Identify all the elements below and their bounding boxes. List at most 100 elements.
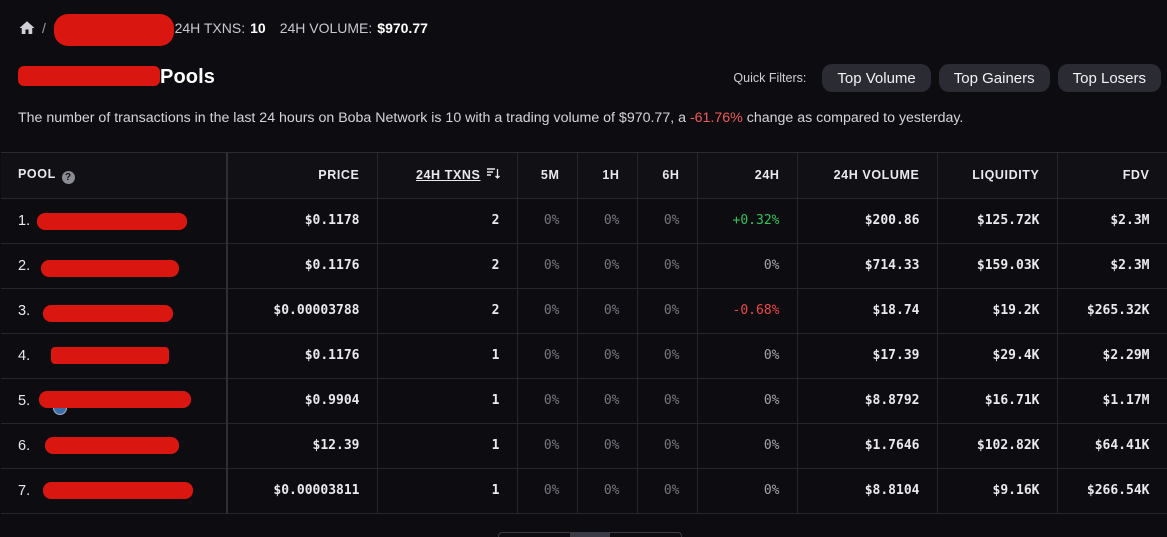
pools-table: POOL? PRICE 24H TXNS 5M 1H 6H 24H 24H VO…: [1, 152, 1167, 514]
column-header-pool[interactable]: POOL?: [1, 153, 228, 199]
volume-cell: $714.33: [797, 243, 938, 289]
fdv-cell: $1.17M: [1057, 378, 1167, 424]
volume-label: 24H VOLUME:: [279, 20, 373, 36]
fdv-cell: $2.3M: [1057, 198, 1167, 244]
column-header-txns[interactable]: 24H TXNS: [377, 153, 518, 199]
txns-cell: 1: [377, 423, 518, 469]
description-change: -61.76%: [689, 110, 743, 126]
row-rank: 1.: [18, 212, 31, 229]
column-header-24h[interactable]: 24H: [697, 153, 798, 199]
change-24h-cell: 0%: [697, 333, 798, 379]
description-text-after: change as compared to yesterday.: [742, 110, 964, 126]
column-header-5m[interactable]: 5M: [517, 153, 578, 199]
change-6h-cell: 0%: [637, 198, 698, 244]
column-header-24h-volume[interactable]: 24H VOLUME: [797, 153, 938, 199]
change-1h-cell: 0%: [577, 288, 638, 334]
redaction-pool-name: [45, 436, 179, 454]
change-6h-cell: 0%: [637, 468, 698, 514]
change-1h-cell: 0%: [577, 468, 638, 514]
table-row[interactable]: 3. $0.00003788 2 0% 0% 0% -0.68% $18.74 …: [1, 288, 1167, 334]
redaction-title: [18, 66, 160, 86]
fdv-cell: $64.41K: [1057, 423, 1167, 469]
row-rank: 4.: [18, 347, 31, 364]
top-volume-button[interactable]: Top Volume: [822, 64, 931, 92]
row-rank: 5.: [18, 392, 31, 409]
change-6h-cell: 0%: [637, 243, 698, 289]
change-24h-cell: +0.32%: [697, 198, 798, 244]
volume-cell: $8.8792: [797, 378, 938, 424]
column-header-6h[interactable]: 6H: [637, 153, 698, 199]
pool-cell[interactable]: 1.: [1, 198, 228, 244]
price-cell: $0.1176: [227, 243, 378, 289]
txns-cell: 1: [377, 333, 518, 379]
fdv-cell: $265.32K: [1057, 288, 1167, 334]
top-losers-button[interactable]: Top Losers: [1057, 64, 1161, 92]
change-24h-cell: 0%: [697, 423, 798, 469]
home-icon[interactable]: [18, 19, 36, 37]
volume-cell: $1.7646: [797, 423, 938, 469]
pool-cell[interactable]: 3.: [1, 288, 228, 334]
txns-cell: 1: [377, 468, 518, 514]
volume-cell: $200.86: [797, 198, 938, 244]
table-header-row: POOL? PRICE 24H TXNS 5M 1H 6H 24H 24H VO…: [1, 153, 1167, 199]
column-header-price[interactable]: PRICE: [227, 153, 378, 199]
redaction-pool-name: [37, 212, 187, 230]
change-5m-cell: 0%: [517, 198, 578, 244]
page-title-text: Pools: [160, 66, 215, 88]
change-1h-cell: 0%: [577, 198, 638, 244]
pool-cell[interactable]: 6.: [1, 423, 228, 469]
txns-cell: 2: [377, 198, 518, 244]
price-cell: $0.00003811: [227, 468, 378, 514]
help-icon[interactable]: ?: [61, 170, 75, 184]
liquidity-cell: $102.82K: [937, 423, 1058, 469]
fdv-cell: $2.3M: [1057, 243, 1167, 289]
txns-label: 24H TXNS:: [174, 20, 246, 36]
table-row[interactable]: 1. $0.1178 2 0% 0% 0% +0.32% $200.86 $12…: [1, 198, 1167, 244]
change-6h-cell: 0%: [637, 288, 698, 334]
redaction-pool-name: [43, 481, 193, 499]
table-row[interactable]: 7. $0.00003811 1 0% 0% 0% 0% $8.8104 $9.…: [1, 468, 1167, 514]
pool-cell[interactable]: 2.: [1, 243, 228, 289]
page-description: The number of transactions in the last 2…: [18, 110, 963, 126]
change-24h-cell: -0.68%: [697, 288, 798, 334]
liquidity-cell: $125.72K: [937, 198, 1058, 244]
liquidity-cell: $19.2K: [937, 288, 1058, 334]
pool-cell[interactable]: 5.: [1, 378, 228, 424]
redaction-pool-name: [51, 346, 169, 364]
pool-cell[interactable]: 4.: [1, 333, 228, 379]
price-cell: $0.00003788: [227, 288, 378, 334]
change-24h-cell: 0%: [697, 378, 798, 424]
change-6h-cell: 0%: [637, 423, 698, 469]
txns-cell: 1: [377, 378, 518, 424]
change-24h-cell: 0%: [697, 243, 798, 289]
column-header-1h[interactable]: 1H: [577, 153, 638, 199]
txns-cell: 2: [377, 288, 518, 334]
table-row[interactable]: 5. $0.9904 1 0% 0% 0% 0% $8.8792 $16.71K…: [1, 378, 1167, 424]
top-gainers-button[interactable]: Top Gainers: [938, 64, 1050, 92]
column-header-txns-label: 24H TXNS: [415, 168, 481, 183]
change-5m-cell: 0%: [517, 423, 578, 469]
price-cell: $0.9904: [227, 378, 378, 424]
row-rank: 6.: [18, 437, 31, 454]
change-5m-cell: 0%: [517, 333, 578, 379]
table-row[interactable]: 4. $0.1176 1 0% 0% 0% 0% $17.39 $29.4K $…: [1, 333, 1167, 379]
page-title: Pools: [18, 66, 215, 89]
pagination-current-page[interactable]: [570, 532, 610, 537]
table-row[interactable]: 2. $0.1176 2 0% 0% 0% 0% $714.33 $159.03…: [1, 243, 1167, 289]
txns-cell: 2: [377, 243, 518, 289]
column-header-fdv[interactable]: FDV: [1057, 153, 1167, 199]
column-header-liquidity[interactable]: LIQUIDITY: [937, 153, 1058, 199]
pool-cell[interactable]: 7.: [1, 468, 228, 514]
change-6h-cell: 0%: [637, 378, 698, 424]
change-5m-cell: 0%: [517, 288, 578, 334]
price-cell: $12.39: [227, 423, 378, 469]
change-5m-cell: 0%: [517, 378, 578, 424]
change-1h-cell: 0%: [577, 423, 638, 469]
volume-cell: $17.39: [797, 333, 938, 379]
fdv-cell: $2.29M: [1057, 333, 1167, 379]
volume-cell: $8.8104: [797, 468, 938, 514]
sort-icon[interactable]: [486, 168, 500, 182]
row-rank: 2.: [18, 257, 31, 274]
table-row[interactable]: 6. $12.39 1 0% 0% 0% 0% $1.7646 $102.82K…: [1, 423, 1167, 469]
liquidity-cell: $9.16K: [937, 468, 1058, 514]
